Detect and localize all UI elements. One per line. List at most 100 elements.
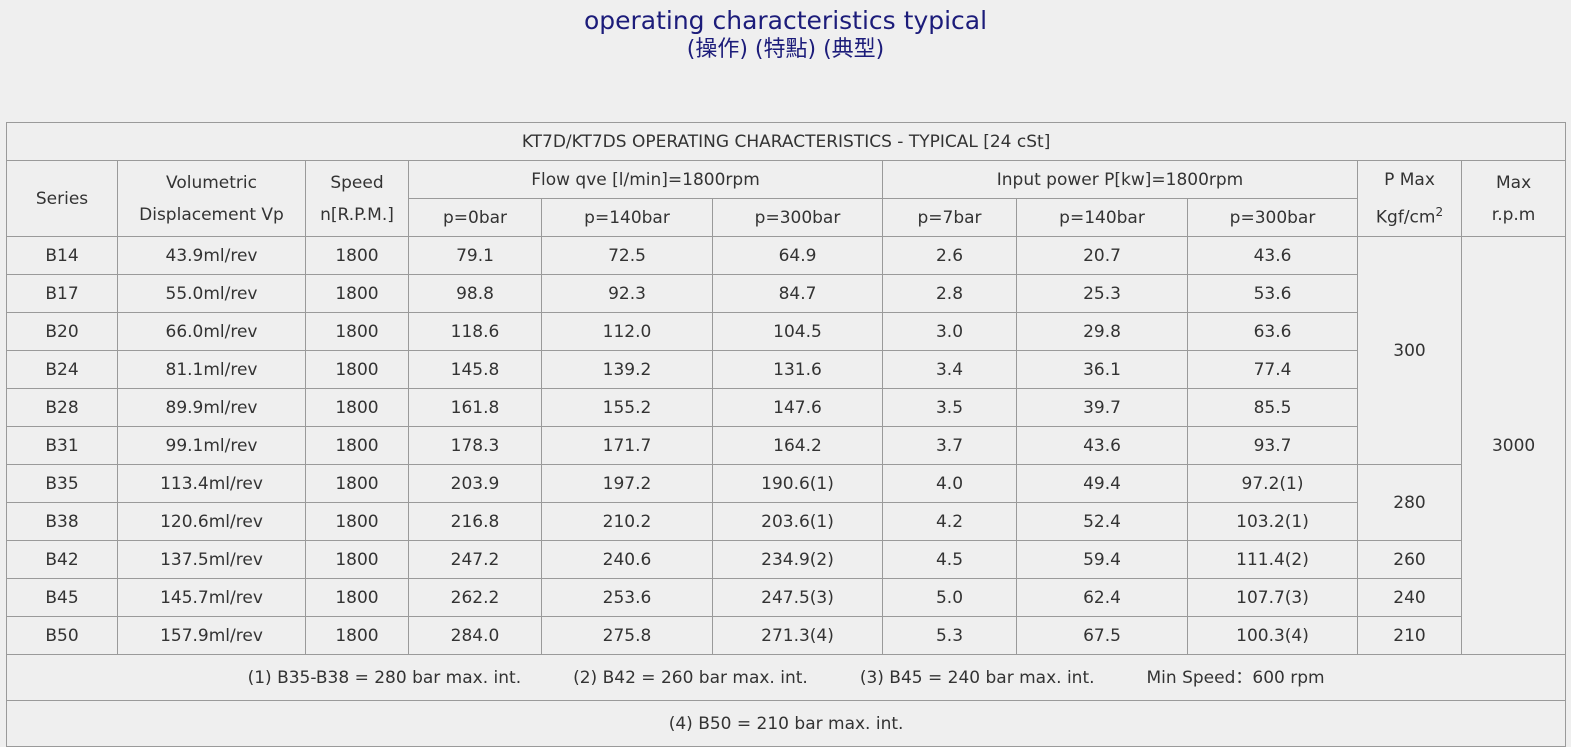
cell: 92.3 — [541, 274, 713, 313]
cell: 98.8 — [408, 274, 542, 313]
cell: 93.7 — [1187, 426, 1358, 465]
pmax-cell: 300 — [1357, 236, 1462, 465]
cell: B24 — [6, 350, 118, 389]
cell: 253.6 — [541, 578, 713, 617]
cell: 171.7 — [541, 426, 713, 465]
cell: 43.9ml/rev — [117, 236, 306, 275]
cell: 52.4 — [1016, 502, 1188, 541]
pmax-cell: 210 — [1357, 616, 1462, 655]
sub-header: p=300bar — [712, 198, 883, 237]
cell: 3.5 — [882, 388, 1017, 427]
cell: 203.6(1) — [712, 502, 883, 541]
row: B24 81.1ml/rev 1800 145.8 139.2 131.6 3.4 36.1 7… — [6, 350, 1566, 389]
cell: 64.9 — [712, 236, 883, 275]
cell: 1800 — [305, 578, 409, 617]
cell: 1800 — [305, 502, 409, 541]
cell: 234.9(2) — [712, 540, 883, 579]
cell: 113.4ml/rev — [117, 464, 306, 503]
cell: 145.7ml/rev — [117, 578, 306, 617]
row: B28 89.9ml/rev 1800 161.8 155.2 147.6 3.5 39.7 8… — [6, 388, 1566, 427]
col-header-line: Volumetric — [166, 172, 257, 193]
cell: 4.5 — [882, 540, 1017, 579]
cell: 63.6 — [1187, 312, 1358, 351]
cell: 112.0 — [541, 312, 713, 351]
pmax-cell: 280 — [1357, 464, 1462, 541]
caption: KT7D/KT7DS OPERATING CHARACTERISTICS - T… — [5, 122, 1567, 161]
subtitle: (操作) (特點) (典型) — [686, 37, 885, 62]
cell: 275.8 — [541, 616, 713, 655]
cell: 5.3 — [882, 616, 1017, 655]
cell: 103.2(1) — [1187, 502, 1358, 541]
unit-sup: 2 — [1435, 204, 1444, 219]
cell: 155.2 — [541, 388, 713, 427]
cell: 25.3 — [1016, 274, 1188, 313]
row: B17 55.0ml/rev 1800 98.8 92.3 84.7 2.8 25.3 53.6 — [6, 274, 1566, 313]
cell: 210.2 — [541, 502, 713, 541]
cell: 164.2 — [712, 426, 883, 465]
cell: 1800 — [305, 312, 409, 351]
cell: 4.0 — [882, 464, 1017, 503]
cell: 4.2 — [882, 502, 1017, 541]
sub-header: p=7bar — [882, 198, 1017, 237]
col-group-header: Flow qve [l/min]=1800rpm — [408, 160, 883, 199]
cell: B42 — [6, 540, 118, 579]
col-header: Volumetric Displacement Vp — [117, 160, 306, 237]
cell: 1800 — [305, 426, 409, 465]
cell: 85.5 — [1187, 388, 1358, 427]
cell: 20.7 — [1016, 236, 1188, 275]
cell: B35 — [6, 464, 118, 503]
col-header-line: Speed — [330, 172, 384, 193]
sub-header: p=0bar — [408, 198, 542, 237]
cell: B50 — [6, 616, 118, 655]
cell: B38 — [6, 502, 118, 541]
spec-table: KT7D/KT7DS OPERATING CHARACTERISTICS - T… — [5, 122, 1567, 747]
cell: 139.2 — [541, 350, 713, 389]
cell: 89.9ml/rev — [117, 388, 306, 427]
cell: B45 — [6, 578, 118, 617]
cell: 1800 — [305, 350, 409, 389]
col-header: Series — [6, 160, 118, 237]
col-group-header: Input power P[kw]=1800rpm — [882, 160, 1358, 199]
cell: 2.6 — [882, 236, 1017, 275]
cell: 137.5ml/rev — [117, 540, 306, 579]
cell: 2.8 — [882, 274, 1017, 313]
cell: 271.3(4) — [712, 616, 883, 655]
table-body: B14 43.9ml/rev 1800 79.1 72.5 64.9 2.6 20.7 43.6… — [6, 236, 1567, 655]
note: (2) B42 = 260 bar max. int. — [573, 667, 808, 688]
cell: 216.8 — [408, 502, 542, 541]
cell: 3.0 — [882, 312, 1017, 351]
cell: 197.2 — [541, 464, 713, 503]
cell: 66.0ml/rev — [117, 312, 306, 351]
cell: 120.6ml/rev — [117, 502, 306, 541]
col-header: Speed n[R.P.M.] — [305, 160, 409, 237]
cell: 3.4 — [882, 350, 1017, 389]
cell: 118.6 — [408, 312, 542, 351]
cell: 79.1 — [408, 236, 542, 275]
cell: 240.6 — [541, 540, 713, 579]
cell: 111.4(2) — [1187, 540, 1358, 579]
cell: 3.7 — [882, 426, 1017, 465]
cell: 1800 — [305, 388, 409, 427]
cell: 262.2 — [408, 578, 542, 617]
cell: 67.5 — [1016, 616, 1188, 655]
title: operating characteristics typical — [583, 6, 988, 35]
cell: 161.8 — [408, 388, 542, 427]
cell: B31 — [6, 426, 118, 465]
cell: B17 — [6, 274, 118, 313]
row: B31 99.1ml/rev 1800 178.3 171.7 164.2 3.7 43.6 9… — [6, 426, 1566, 465]
sub-header: p=140bar — [541, 198, 713, 237]
unit: Kgf/cm — [1375, 207, 1436, 228]
cell: 203.9 — [408, 464, 542, 503]
row: B35 113.4ml/rev 1800 203.9 197.2 190.6(1) 4.0 4… — [6, 464, 1566, 541]
cell: 39.7 — [1016, 388, 1188, 427]
sub-header: p=300bar — [1187, 198, 1358, 237]
cell: 5.0 — [882, 578, 1017, 617]
note: Min Speed：600 rpm — [1146, 667, 1325, 688]
max-rpm-cell: 3000 — [1460, 236, 1567, 655]
cell: 145.8 — [408, 350, 542, 389]
pmax-cell: 260 — [1357, 540, 1462, 579]
note: (1) B35-B38 = 280 bar max. int. — [247, 667, 522, 688]
cell: B14 — [6, 236, 118, 275]
col-header-line: r.p.m — [1491, 204, 1536, 225]
